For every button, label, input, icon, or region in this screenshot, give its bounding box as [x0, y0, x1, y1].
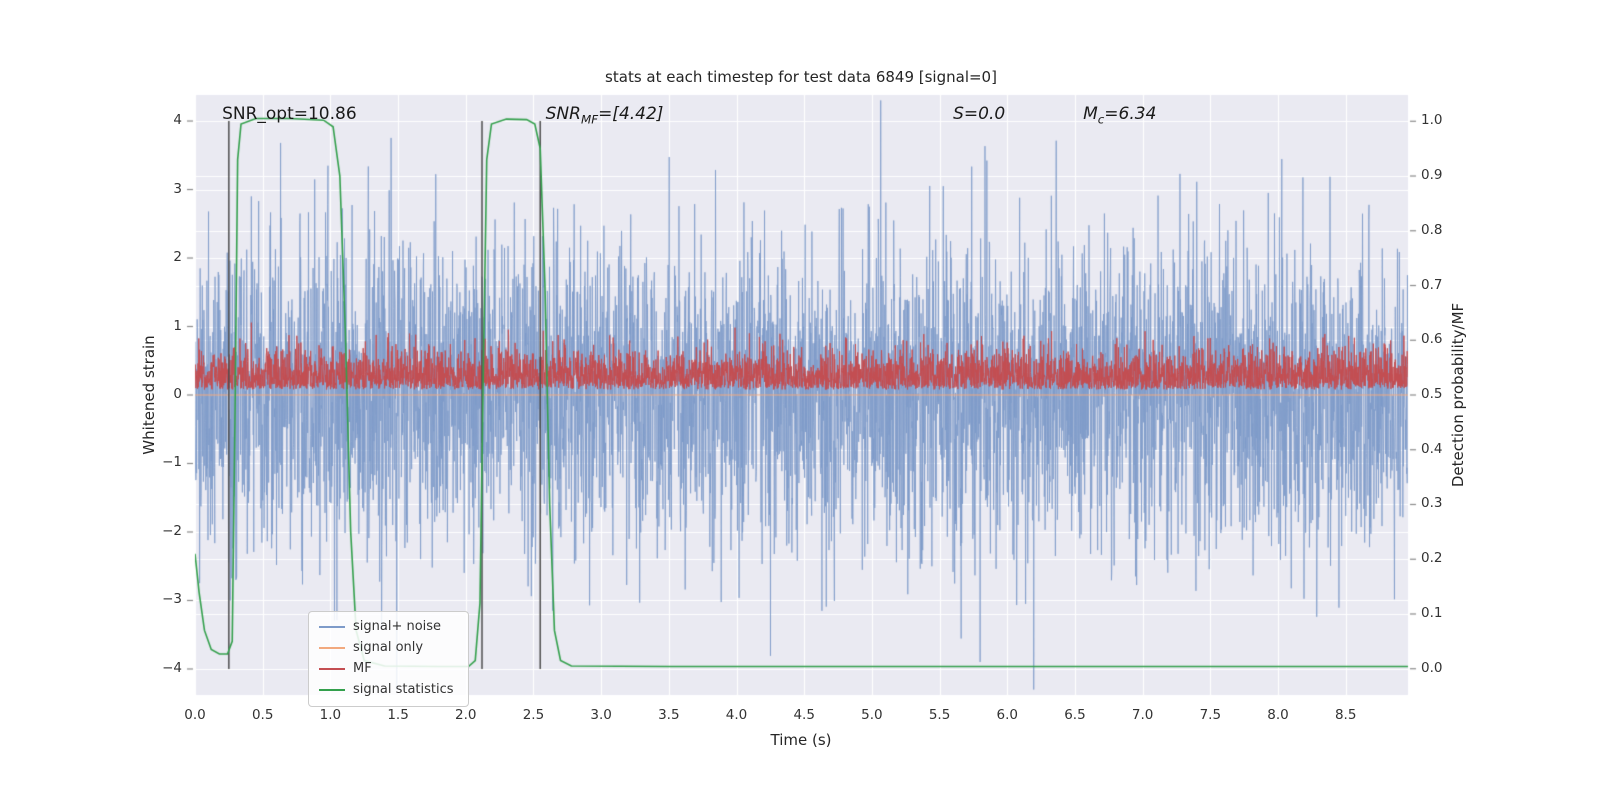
annotation-snr-mf: SNRMF=[4.42]: [546, 104, 664, 126]
annotation-snr-opt-text: SNR_opt=10.86: [222, 103, 357, 124]
chart-title: stats at each timestep for test data 684…: [605, 68, 997, 86]
tick-label: 6.0: [996, 707, 1018, 723]
annotation-snr-mf-sub: MF: [580, 112, 599, 127]
tick-label: 1.0: [1421, 112, 1443, 129]
tick-label: −4: [162, 659, 182, 676]
tick-label: −1: [162, 454, 182, 471]
tick-label: 0.5: [251, 707, 274, 723]
tick-label: 8.0: [1267, 707, 1289, 723]
legend-label-signal-noise: signal+ noise: [353, 619, 442, 634]
tick-label: 0.6: [1421, 331, 1443, 348]
annotation-mc-post: =6.34: [1104, 103, 1157, 124]
tick-label: 0.9: [1421, 167, 1443, 184]
tick-label: 1: [173, 317, 182, 334]
annotation-mc: Mc=6.34: [1083, 104, 1156, 126]
legend-item-mf: MF: [319, 661, 454, 676]
legend-line-signal-only: [319, 646, 345, 649]
tick-label: 5.0: [861, 707, 883, 723]
tick-label: 2.0: [455, 707, 477, 723]
tick-label: 0.4: [1421, 440, 1443, 457]
legend-item-signal-only: signal only: [319, 640, 454, 655]
tick-label: 6.5: [1064, 707, 1086, 723]
tick-label: 3: [173, 180, 182, 197]
legend-item-signal-noise: signal+ noise: [319, 619, 454, 634]
tick-label: −2: [162, 522, 182, 539]
tick-label: 0.3: [1421, 495, 1443, 512]
annotation-s: S=0.0: [953, 104, 1005, 124]
tick-label: 0.8: [1421, 221, 1443, 238]
tick-label: 1.0: [319, 707, 342, 723]
tick-label: 0.0: [184, 707, 206, 723]
tick-label: −3: [162, 591, 182, 608]
x-axis-label: Time (s): [770, 731, 832, 749]
tick-label: 2.5: [522, 707, 545, 723]
tick-label: 3.0: [590, 707, 612, 723]
legend-label-signal-statistics: signal statistics: [353, 682, 454, 697]
tick-label: 5.5: [928, 707, 951, 723]
annotation-snr-opt: SNR_opt=10.86: [222, 104, 357, 124]
legend-item-signal-statistics: signal statistics: [319, 682, 454, 697]
tick-label: 2: [173, 249, 182, 265]
tick-label: 4: [173, 112, 182, 129]
legend-line-signal-statistics: [319, 688, 345, 691]
tick-label: 1.5: [387, 707, 409, 723]
tick-label: 0: [173, 386, 182, 402]
legend-label-mf: MF: [353, 661, 372, 676]
tick-label: 0.2: [1421, 550, 1443, 567]
legend-line-mf: [319, 667, 345, 670]
tick-label: 7.5: [1199, 707, 1222, 723]
tick-label: 7.0: [1131, 707, 1154, 723]
tick-label: 0.5: [1421, 386, 1443, 402]
legend-label-signal-only: signal only: [353, 640, 424, 655]
annotation-s-post: =0.0: [963, 103, 1006, 124]
annotation-snr-mf-post: =[4.42]: [598, 103, 664, 124]
annotation-mc-pre: M: [1083, 103, 1098, 124]
legend-line-signal-noise: [319, 625, 345, 628]
tick-label: 3.5: [658, 707, 680, 723]
tick-label: 0.0: [1421, 659, 1443, 676]
tick-label: 4.5: [793, 707, 815, 723]
annotation-mc-sub: c: [1097, 112, 1105, 127]
annotation-s-pre: S: [953, 103, 964, 124]
tick-label: 0.1: [1421, 604, 1443, 621]
tick-label: 4.0: [725, 707, 748, 723]
annotation-snr-mf-pre: SNR: [545, 103, 581, 124]
legend: signal+ noise signal only MF signal stat…: [308, 611, 469, 707]
tick-label: 0.7: [1421, 276, 1443, 293]
tick-label: 8.5: [1334, 707, 1357, 723]
